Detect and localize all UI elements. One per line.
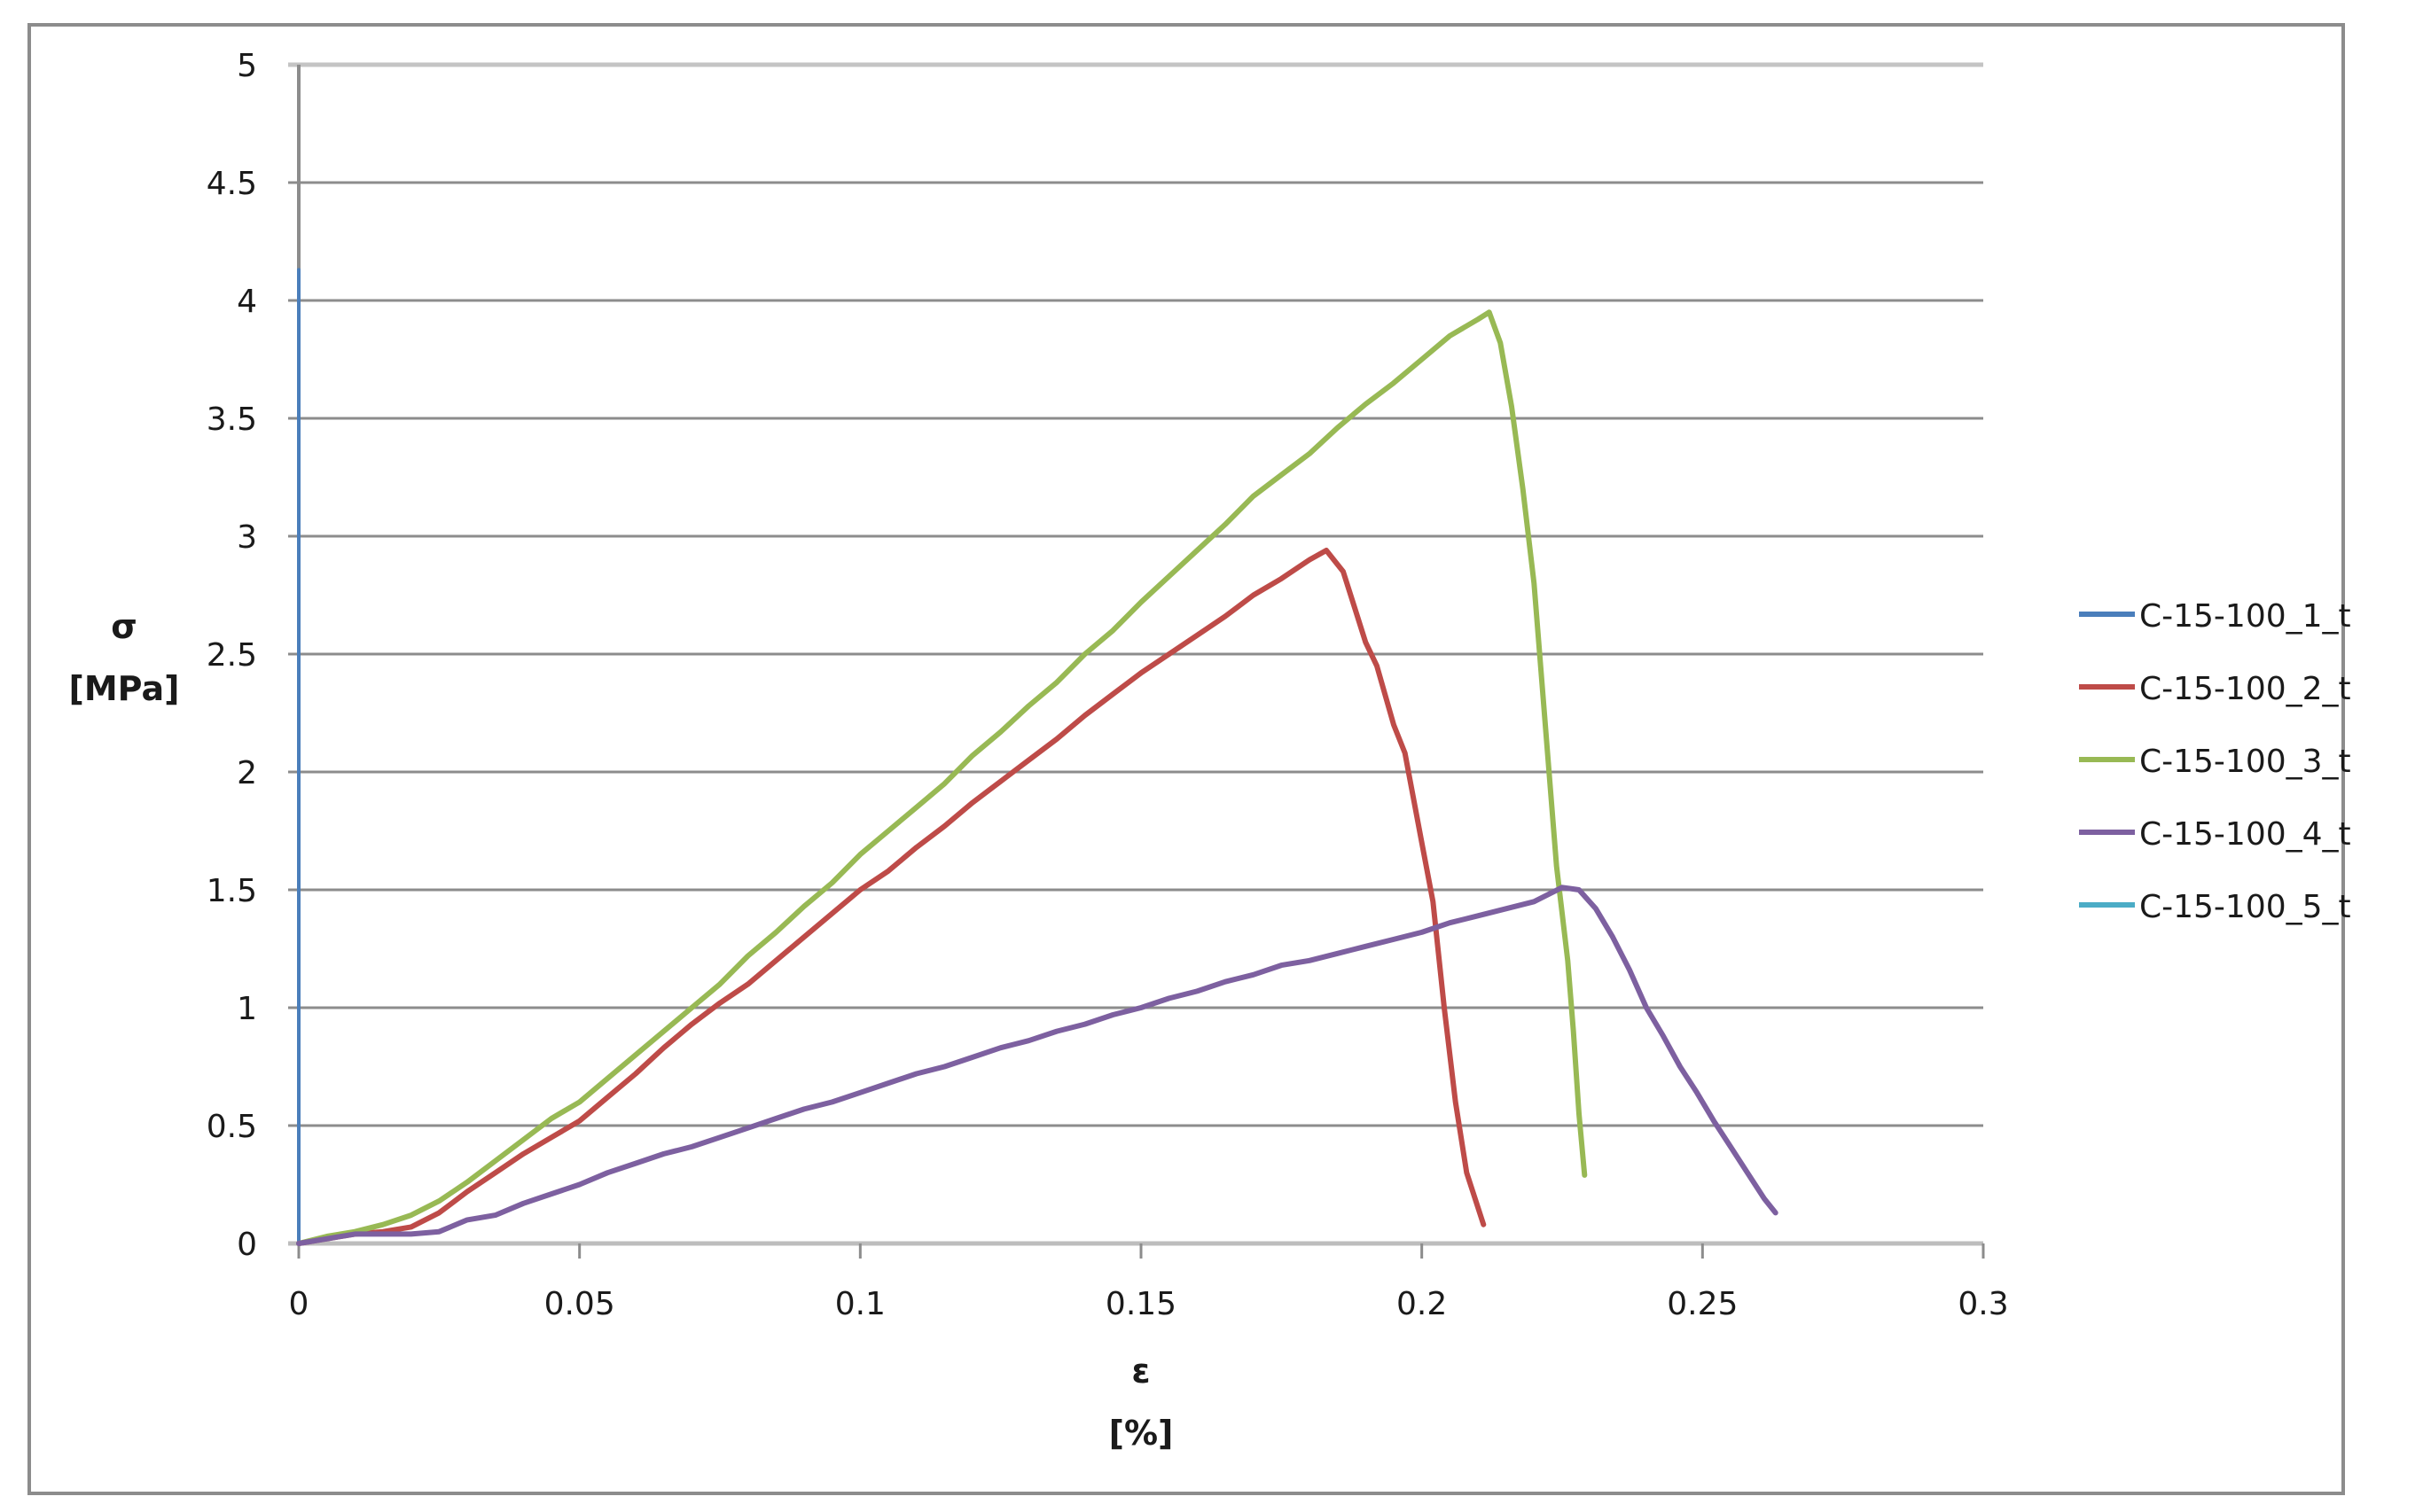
legend-item: C-15-100_1_t <box>2079 598 2351 635</box>
x-axis-ticks <box>297 1243 1985 1259</box>
y-tick-label: 2 <box>237 755 257 791</box>
y-axis-unit: [MPa] <box>68 669 179 708</box>
y-tick-label: 0 <box>237 1227 257 1263</box>
legend-label: C-15-100_2_t <box>2139 671 2351 707</box>
y-tick-label: 2.5 <box>207 637 257 674</box>
y-axis-symbol: σ <box>111 607 137 646</box>
x-axis-symbol: ε <box>1131 1352 1150 1391</box>
x-tick-label: 0 <box>289 1286 309 1322</box>
y-tick-label: 4 <box>237 284 257 320</box>
chart-frame <box>27 23 2345 1495</box>
legend-label: C-15-100_4_t <box>2139 816 2351 853</box>
y-tick-label: 1.5 <box>207 873 257 909</box>
x-tick-label: 0.05 <box>544 1286 615 1322</box>
x-axis-title: ε [%] <box>1109 1352 1174 1453</box>
y-axis-title: σ [MPa] <box>68 607 179 708</box>
x-tick-label: 0.25 <box>1667 1286 1738 1322</box>
legend-item: C-15-100_4_t <box>2079 816 2351 853</box>
x-tick-label: 0.2 <box>1396 1286 1447 1322</box>
x-tick-label: 0.15 <box>1106 1286 1176 1322</box>
y-tick-label: 0.5 <box>207 1109 257 1145</box>
legend-item: C-15-100_3_t <box>2079 744 2351 780</box>
y-tick-label: 3.5 <box>207 401 257 438</box>
series-line-4 <box>296 885 1778 1246</box>
data-series <box>296 268 1778 1246</box>
y-tick-label: 5 <box>237 48 257 84</box>
horizontal-gridlines <box>288 62 1983 1127</box>
y-tick-label: 3 <box>237 519 257 556</box>
x-axis-unit: [%] <box>1109 1414 1174 1453</box>
x-tick-label: 0.1 <box>835 1286 886 1322</box>
x-axis-tick-labels: 0 0.05 0.1 0.15 0.2 0.25 0.3 <box>289 1286 2009 1322</box>
legend-item: C-15-100_5_t <box>2079 889 2351 925</box>
series-line-3 <box>296 309 1588 1246</box>
y-tick-label: 1 <box>237 991 257 1027</box>
series-line-2 <box>296 548 1487 1246</box>
legend-item: C-15-100_2_t <box>2079 671 2351 707</box>
legend-label: C-15-100_3_t <box>2139 744 2351 780</box>
y-axis-tick-labels: 0 0.5 1 1.5 2 2.5 3 3.5 4 4.5 5 <box>207 48 257 1263</box>
legend: C-15-100_1_t C-15-100_2_t C-15-100_3_t C-15… <box>2079 598 2351 925</box>
legend-label: C-15-100_1_t <box>2139 598 2351 635</box>
legend-label: C-15-100_5_t <box>2139 889 2351 925</box>
x-tick-label: 0.3 <box>1958 1286 2008 1322</box>
y-tick-label: 4.5 <box>207 166 257 202</box>
